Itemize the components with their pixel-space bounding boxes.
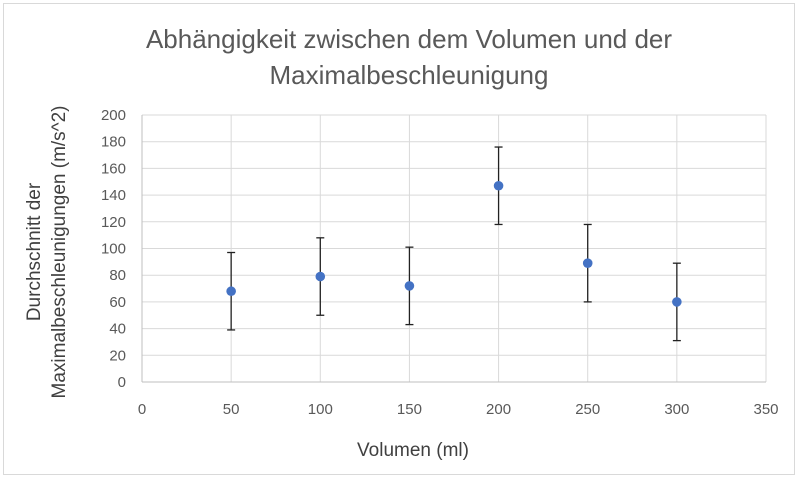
y-tick-label-180: 180 [101,134,126,151]
y-tick-label-140: 140 [101,187,126,204]
chart-title-line-2: Maximalbeschleunigung [270,60,549,90]
x-tick-label-150: 150 [397,401,422,418]
x-tick-label-100: 100 [308,401,333,418]
scatter-chart: Abhängigkeit zwischen dem Volumen und de… [24,24,779,461]
y-tick-label-20: 20 [109,347,126,364]
data-point-250 [582,258,593,268]
y-tick-label-60: 60 [109,294,126,311]
data-point-200 [493,180,504,191]
y-tick-label-0: 0 [118,374,126,391]
y-tick-label-120: 120 [101,214,126,231]
y-tick-label-40: 40 [109,321,126,338]
gridlines [142,114,767,382]
y-axis-title-line-2: Maximalbeschleunigungen (m/s^2) [49,106,70,399]
data-point-group-50 [226,251,236,331]
y-tick-label-80: 80 [109,267,126,284]
y-axis-title: Durchschnitt der Maximalbeschleunigungen… [24,106,70,399]
data-point-group-300 [672,262,682,342]
y-tick-label-200: 200 [101,107,126,124]
data-series [226,146,682,342]
x-tick-label-300: 300 [664,401,689,418]
x-tick-label-200: 200 [486,401,511,418]
data-point-group-200 [493,146,504,226]
y-tick-label-100: 100 [101,241,126,258]
data-point-300 [672,297,682,307]
x-tick-label-350: 350 [753,401,778,418]
x-tick-label-250: 250 [575,401,600,418]
y-tick-label-160: 160 [101,160,126,177]
data-point-100 [315,271,326,282]
x-axis-title: Volumen (ml) [357,440,469,461]
data-point-group-100 [315,237,326,316]
data-point-150 [404,281,415,291]
chart-area: Abhängigkeit zwischen dem Volumen und de… [3,3,795,475]
data-point-50 [226,286,236,297]
x-tick-label-0: 0 [138,401,146,418]
tick-labels: 0 20 40 60 80 100 120 140 160 180 200 0 50 100 150 200 2… [101,107,779,418]
data-point-group-250 [582,223,593,303]
chart-title-line-1: Abhängigkeit zwischen dem Volumen und de… [146,24,672,54]
y-axis-title-line-1: Durchschnitt der [24,182,45,321]
data-point-group-150 [404,246,415,326]
axes [141,115,766,383]
x-tick-label-50: 50 [223,401,240,418]
